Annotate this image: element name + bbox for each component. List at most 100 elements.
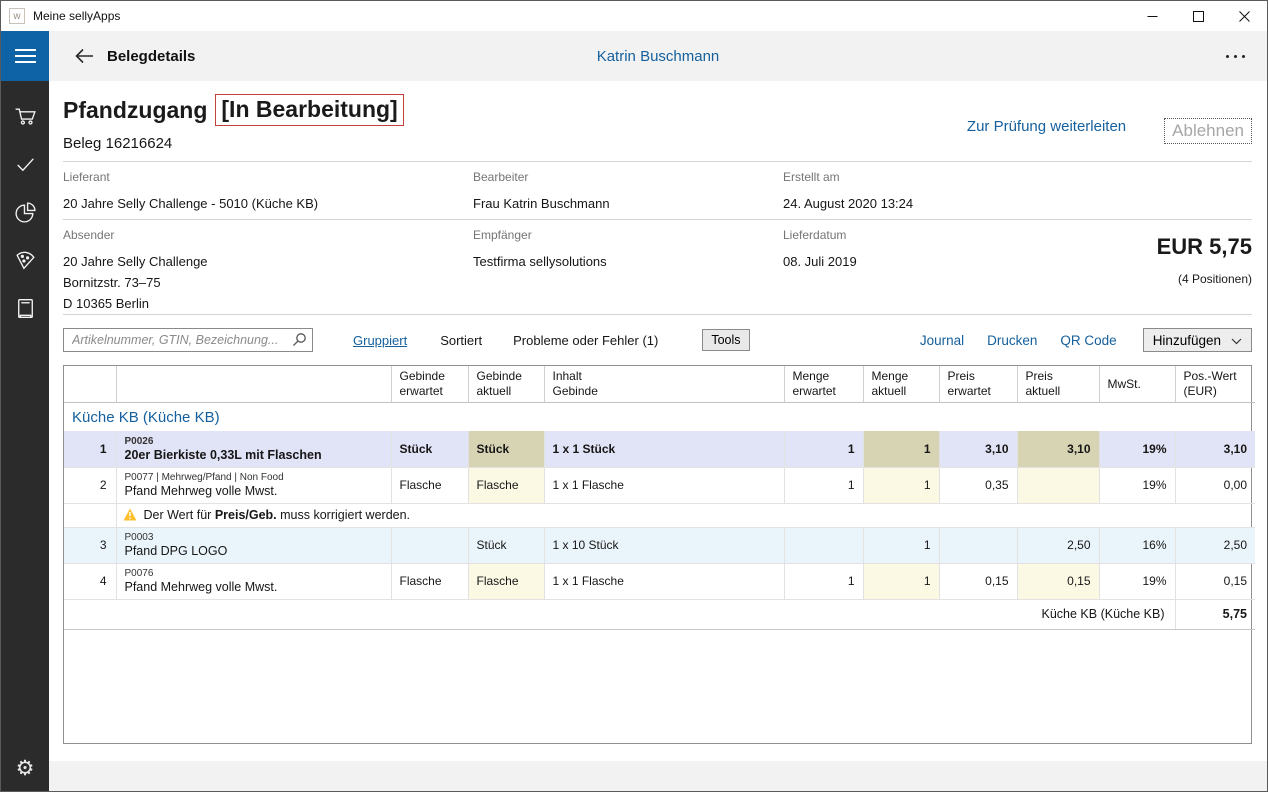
col-article <box>116 366 392 403</box>
col-mwst: MwSt. <box>1099 366 1176 403</box>
pie-chart-icon[interactable] <box>12 199 38 225</box>
preis-aktuell-cell[interactable]: 2,50 <box>1017 527 1100 564</box>
menge-aktuell-cell[interactable]: 1 <box>863 467 940 504</box>
gear-icon[interactable]: ⚙ <box>15 756 35 780</box>
article-cell: P0003 Pfand DPG LOGO <box>116 527 392 564</box>
forward-for-review-button[interactable]: Zur Prüfung weiterleiten <box>966 118 1127 135</box>
gebinde-erwartet-cell: Stück <box>391 431 469 468</box>
window-controls <box>1129 1 1267 31</box>
absender-name: 20 Jahre Selly Challenge <box>63 254 208 269</box>
bearbeiter-value: Frau Katrin Buschmann <box>473 196 610 211</box>
hamburger-menu-icon[interactable] <box>1 31 49 81</box>
drucken-link[interactable]: Drucken <box>987 332 1038 348</box>
bottom-strip <box>49 761 1267 791</box>
article-cell: P0026 20er Bierkiste 0,33L mit Flaschen <box>116 431 392 468</box>
inhalt-gebinde-cell: 1 x 1 Flasche <box>544 563 785 600</box>
pos-wert-cell: 0,15 <box>1175 563 1255 600</box>
warning-icon <box>123 508 144 522</box>
close-icon[interactable] <box>1221 1 1267 31</box>
menge-aktuell-cell[interactable]: 1 <box>863 527 940 564</box>
tab-gruppiert[interactable]: Gruppiert <box>353 332 408 348</box>
current-user[interactable]: Katrin Buschmann <box>596 47 720 65</box>
chevron-down-icon <box>1231 333 1242 348</box>
more-icon[interactable] <box>1226 46 1245 66</box>
pizza-icon[interactable] <box>12 247 38 273</box>
inhalt-gebinde-cell: 1 x 1 Stück <box>544 431 785 468</box>
book-icon[interactable] <box>12 295 38 321</box>
hinzufuegen-dropdown-button[interactable]: Hinzufügen <box>1142 328 1252 352</box>
erstellt-am-value: 24. August 2020 13:24 <box>783 196 914 211</box>
positions-toolbar: Gruppiert Sortiert Probleme oder Fehler … <box>63 327 1252 353</box>
menge-erwartet-cell: 1 <box>784 467 864 504</box>
col-inhalt-gebinde: Inhalt Gebinde <box>544 366 785 403</box>
qr-code-link[interactable]: QR Code <box>1060 332 1117 348</box>
absender-label: Absender <box>63 228 115 242</box>
gebinde-erwartet-cell <box>391 527 469 564</box>
group-footer-label: Küche KB (Küche KB) <box>64 599 1176 630</box>
maximize-icon[interactable] <box>1175 1 1221 31</box>
hinzufuegen-label: Hinzufügen <box>1152 332 1221 348</box>
group-header-row: Küche KB (Küche KB) <box>64 403 1255 432</box>
table-row[interactable]: 2 P0077 | Mehrweg/Pfand | Non Food Pfand… <box>64 467 1255 504</box>
lieferant-value: 20 Jahre Selly Challenge - 5010 (Küche K… <box>63 196 319 211</box>
table-header-row: Gebinde erwartet Gebinde aktuell Inhalt … <box>64 366 1255 403</box>
lieferdatum-value: 08. Juli 2019 <box>783 254 857 269</box>
back-arrow-icon[interactable] <box>73 44 97 68</box>
document-number: Beleg 16216624 <box>63 135 173 152</box>
article-name: 20er Bierkiste 0,33L mit Flaschen <box>124 447 322 462</box>
mwst-cell: 19% <box>1099 563 1176 600</box>
preis-aktuell-cell[interactable] <box>1017 467 1100 504</box>
preis-aktuell-cell[interactable]: 3,10 <box>1017 431 1100 468</box>
journal-link[interactable]: Journal <box>919 332 965 348</box>
main-area: Pfandzugang [In Bearbeitung] Beleg 16216… <box>49 81 1267 761</box>
row-number: 4 <box>64 563 117 600</box>
group-footer-total: 5,75 <box>1175 599 1255 630</box>
menge-erwartet-cell: 1 <box>784 431 864 468</box>
empfaenger-label: Empfänger <box>473 228 532 242</box>
mwst-cell: 16% <box>1099 527 1176 564</box>
tab-sortiert[interactable]: Sortiert <box>440 332 483 348</box>
positions-table-container: Gebinde erwartet Gebinde aktuell Inhalt … <box>63 365 1255 744</box>
gebinde-aktuell-cell[interactable]: Flasche <box>468 563 545 600</box>
preis-aktuell-cell[interactable]: 0,15 <box>1017 563 1100 600</box>
info-row-2: Absender 20 Jahre Selly Challenge Bornit… <box>63 219 1252 315</box>
lieferdatum-label: Lieferdatum <box>783 228 847 242</box>
cart-icon[interactable] <box>12 103 38 129</box>
tools-button[interactable]: Tools <box>702 329 750 351</box>
menge-aktuell-cell[interactable]: 1 <box>863 431 940 468</box>
table-row[interactable]: 1 P0026 20er Bierkiste 0,33L mit Flasche… <box>64 431 1255 468</box>
titlebar: w Meine sellyApps <box>1 1 1267 31</box>
table-row[interactable]: 3 P0003 Pfand DPG LOGO Stück 1 x 10 Stüc… <box>64 527 1255 564</box>
gebinde-aktuell-cell[interactable]: Stück <box>468 527 545 564</box>
menge-erwartet-cell: 1 <box>784 563 864 600</box>
app-header: Belegdetails Katrin Buschmann <box>49 31 1267 81</box>
col-gebinde-aktuell: Gebinde aktuell <box>468 366 545 403</box>
search-input[interactable] <box>63 328 313 352</box>
col-row-number <box>64 366 117 403</box>
table-row[interactable]: 4 P0076 Pfand Mehrweg volle Mwst. Flasch… <box>64 563 1255 600</box>
sidebar: ⚙ <box>1 31 49 791</box>
absender-street: Bornitzstr. 73–75 <box>63 275 161 290</box>
menge-aktuell-cell[interactable]: 1 <box>863 563 940 600</box>
col-menge-erwartet: Menge erwartet <box>784 366 864 403</box>
minimize-icon[interactable] <box>1129 1 1175 31</box>
article-code: P0077 | Mehrweg/Pfand | Non Food <box>124 472 284 483</box>
window-title: Meine sellyApps <box>33 9 121 23</box>
mwst-cell: 19% <box>1099 467 1176 504</box>
document-head: Pfandzugang [In Bearbeitung] Beleg 16216… <box>63 81 1252 161</box>
article-name: Pfand DPG LOGO <box>124 544 228 558</box>
article-cell: P0077 | Mehrweg/Pfand | Non Food Pfand M… <box>116 467 392 504</box>
gebinde-aktuell-cell[interactable]: Stück <box>468 431 545 468</box>
row-number: 2 <box>64 467 117 504</box>
reject-button[interactable]: Ablehnen <box>1164 118 1252 144</box>
preis-erwartet-cell: 0,15 <box>939 563 1018 600</box>
article-name: Pfand Mehrweg volle Mwst. <box>124 484 278 498</box>
article-code: P0076 <box>124 568 154 579</box>
tab-probleme-oder-fehler[interactable]: Probleme oder Fehler (1) <box>513 332 659 348</box>
warning-row: Der Wert für Preis/Geb. muss korrigiert … <box>64 503 1255 528</box>
gebinde-aktuell-cell[interactable]: Flasche <box>468 467 545 504</box>
status-badge: [In Bearbeitung] <box>215 94 404 126</box>
check-icon[interactable] <box>12 151 38 177</box>
mwst-cell: 19% <box>1099 431 1176 468</box>
